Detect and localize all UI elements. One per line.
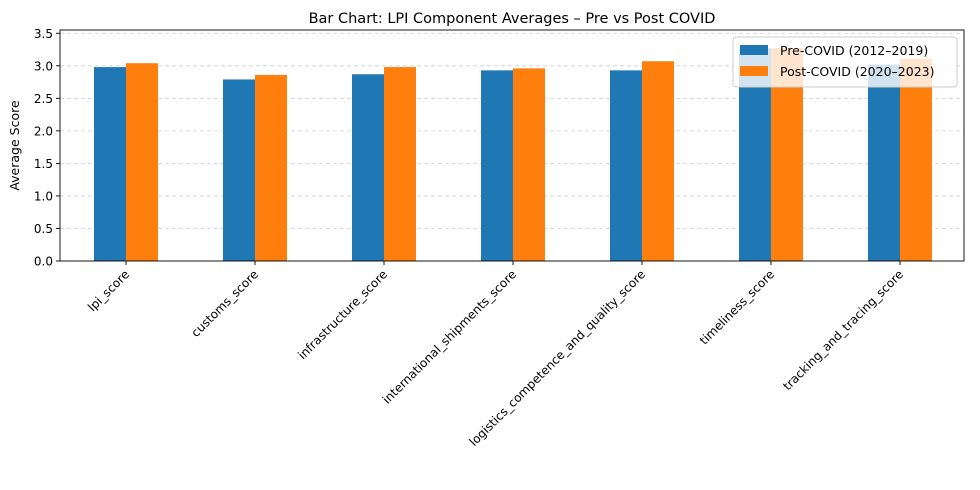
x-axis-ticks: lpi_score customs_score infrastructure_sco… <box>85 261 906 449</box>
y-tick-label: 0.0 <box>34 255 53 269</box>
bar-pre-covid-infrastructure_score <box>352 74 384 261</box>
bar-post-covid-lpi_score <box>126 63 158 262</box>
bars <box>94 48 932 262</box>
y-tick-label: 2.0 <box>34 124 53 138</box>
x-tick-label: infrastructure_score <box>295 267 390 362</box>
bar-post-covid-tracking_and_tracing_score <box>900 58 932 262</box>
bar-pre-covid-customs_score <box>223 79 255 261</box>
y-tick-label: 2.5 <box>34 92 53 106</box>
legend-label-post-covid: Post-COVID (2020–2023) <box>780 64 934 79</box>
y-tick-label: 3.5 <box>34 27 53 41</box>
bar-post-covid-infrastructure_score <box>384 67 416 261</box>
bar-post-covid-international_shipments_score <box>513 68 545 262</box>
x-tick-label: lpi_score <box>85 267 132 314</box>
x-tick-label: international_shipments_score <box>380 267 519 406</box>
legend-swatch-post-covid <box>740 66 768 76</box>
legend-box <box>732 36 958 88</box>
legend: Pre-COVID (2012–2019) Post-COVID (2020–2… <box>732 36 958 88</box>
x-tick-label: customs_score <box>189 267 262 340</box>
legend-swatch-pre-covid <box>740 45 768 55</box>
y-tick-label: 1.5 <box>34 157 53 171</box>
x-tick-label: timeliness_score <box>697 267 777 347</box>
plot-frame <box>59 29 965 262</box>
y-axis-title: Average Score <box>7 100 22 191</box>
y-tick-label: 1.0 <box>34 189 53 203</box>
legend-label-pre-covid: Pre-COVID (2012–2019) <box>780 43 928 58</box>
x-tick-label: tracking_and_tracing_score <box>780 267 906 393</box>
bar-post-covid-logistics_competence_and_quality_score <box>642 61 674 262</box>
bar-pre-covid-logistics_competence_and_quality_score <box>610 70 642 261</box>
bar-pre-covid-international_shipments_score <box>481 70 513 261</box>
chart-title: Bar Chart: LPI Component Averages – Pre … <box>309 11 716 27</box>
bar-pre-covid-tracking_and_tracing_score <box>868 64 900 261</box>
y-tick-label: 0.5 <box>34 222 53 236</box>
bar-post-covid-customs_score <box>255 74 287 261</box>
y-tick-label: 3.0 <box>34 59 53 73</box>
y-axis-ticks: 0.0 0.5 1.0 1.5 2.0 2.5 3.0 3.5 <box>34 27 60 269</box>
bar-pre-covid-lpi_score <box>94 67 126 261</box>
